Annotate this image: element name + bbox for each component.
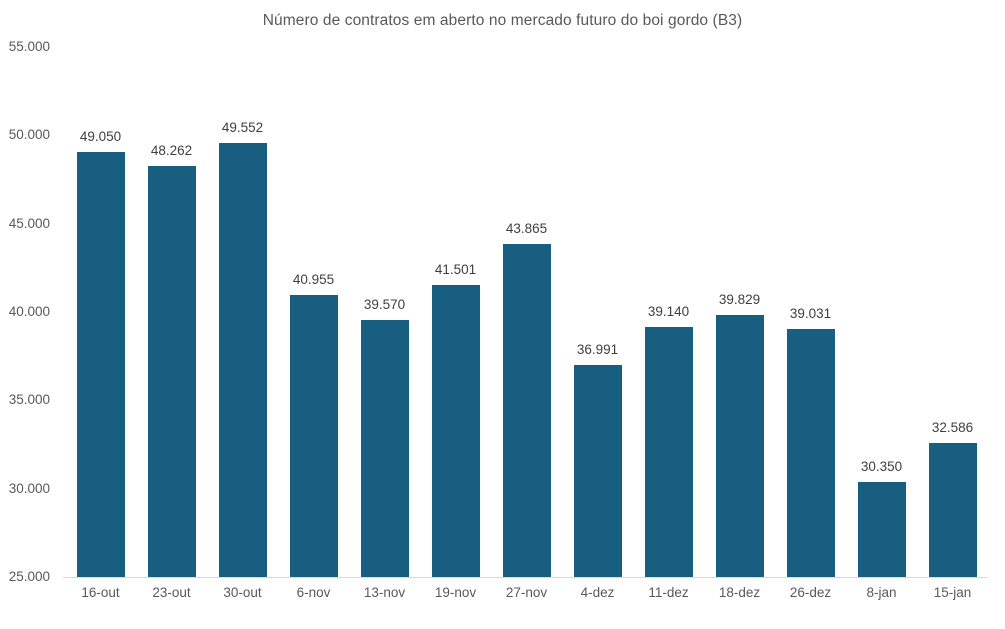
bar xyxy=(218,143,267,577)
x-axis-tick-label: 18-dez xyxy=(718,585,761,600)
bar-value-label: 40.955 xyxy=(292,272,335,288)
bar-value-label: 36.991 xyxy=(576,342,619,358)
x-axis-tick-label: 4-dez xyxy=(580,585,615,600)
bar-value-label: 39.570 xyxy=(363,296,406,312)
bar xyxy=(76,152,125,577)
bar-value-label: 39.031 xyxy=(789,306,832,322)
y-axis-tick-label: 45.000 xyxy=(8,215,50,231)
bar xyxy=(928,442,977,577)
x-axis-baseline xyxy=(63,577,988,578)
y-axis-tick-label: 50.000 xyxy=(8,127,50,143)
bar-value-label: 32.586 xyxy=(931,419,974,435)
bar-value-label: 49.552 xyxy=(221,120,264,136)
y-axis-tick-label: 30.000 xyxy=(8,480,50,496)
x-axis-tick-label: 8-jan xyxy=(866,585,897,600)
y-axis-tick-label: 40.000 xyxy=(8,304,50,319)
x-axis-tick-label: 27-nov xyxy=(505,585,548,600)
x-axis-tick-label: 6-nov xyxy=(296,585,331,600)
bar-value-label: 39.140 xyxy=(647,304,690,320)
bar xyxy=(360,319,409,577)
bar xyxy=(289,295,338,577)
bar-value-label: 43.865 xyxy=(505,220,548,236)
x-axis-tick-label: 30-out xyxy=(223,585,262,600)
bar xyxy=(715,315,764,577)
bar xyxy=(147,166,196,577)
bar xyxy=(573,365,622,577)
x-axis-tick-label: 13-nov xyxy=(363,585,406,600)
bar-value-label: 39.829 xyxy=(718,292,761,308)
x-axis-tick-label: 19-nov xyxy=(434,585,477,600)
x-axis-tick-label: 26-dez xyxy=(789,585,832,600)
x-axis-tick-label: 15-jan xyxy=(933,585,972,600)
bar xyxy=(857,482,906,577)
x-axis-tick-label: 16-out xyxy=(81,585,120,600)
x-axis-tick-label: 11-dez xyxy=(648,585,689,600)
bar-value-label: 49.050 xyxy=(79,129,122,145)
bar-value-label: 41.501 xyxy=(434,262,477,278)
bar xyxy=(644,327,693,577)
y-axis-tick-label: 55.000 xyxy=(8,39,50,54)
y-axis-tick-label: 35.000 xyxy=(8,392,50,408)
bar xyxy=(431,285,480,577)
bar-value-label: 48.262 xyxy=(150,143,193,159)
bar-value-label: 30.350 xyxy=(860,459,903,475)
bar xyxy=(786,329,835,577)
x-axis-tick-label: 23-out xyxy=(152,585,191,600)
bar xyxy=(502,243,551,577)
chart-title: Número de contratos em aberto no mercado… xyxy=(262,12,743,29)
y-axis-tick-label: 25.000 xyxy=(8,569,50,584)
